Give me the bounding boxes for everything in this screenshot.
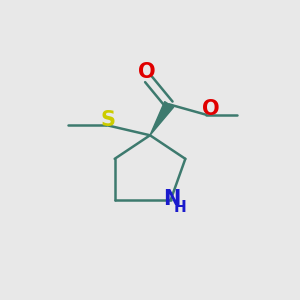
Text: O: O (202, 99, 219, 119)
Text: H: H (174, 200, 186, 215)
Text: S: S (101, 110, 116, 130)
Text: O: O (138, 62, 156, 82)
Polygon shape (150, 102, 174, 135)
Text: N: N (164, 189, 181, 208)
